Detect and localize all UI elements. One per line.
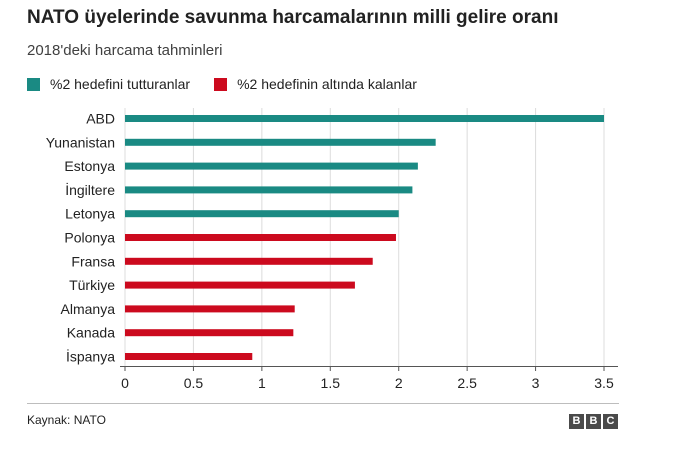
legend-label-target-met: %2 hedefini tutturanlar <box>50 76 191 92</box>
footer-divider <box>27 403 619 404</box>
category-label: Türkiye <box>69 277 115 293</box>
x-tick-label: 0 <box>121 375 129 391</box>
legend-label-below-target: %2 hedefinin altında kalanlar <box>237 76 417 92</box>
category-label: Estonya <box>64 158 115 174</box>
bbc-logo-letter: B <box>586 414 601 429</box>
bar <box>125 281 355 289</box>
category-label: ABD <box>86 111 115 127</box>
chart-title: NATO üyelerinde savunma harcamalarının m… <box>27 7 559 28</box>
bar <box>125 162 418 170</box>
category-label: Yunanistan <box>46 134 115 150</box>
bbc-logo: B B C <box>567 414 618 429</box>
bar <box>125 329 294 337</box>
x-tick-label: 3 <box>532 375 540 391</box>
legend-item-target-met: %2 hedefini tutturanlar <box>27 76 190 92</box>
x-tick-label: 0.5 <box>184 375 204 391</box>
x-tick-label: 1.5 <box>321 375 341 391</box>
bar <box>125 234 396 241</box>
legend-swatch-teal <box>27 77 40 91</box>
bar <box>125 186 413 194</box>
x-tick-label: 3.5 <box>594 375 614 391</box>
bbc-logo-letter: C <box>603 414 618 429</box>
bar <box>125 210 399 218</box>
category-label: Almanya <box>61 301 116 317</box>
category-label: İspanya <box>66 348 115 365</box>
x-tick-label: 2 <box>395 375 403 391</box>
chart-subtitle: 2018'deki harcama tahminleri <box>27 42 223 59</box>
legend-item-below-target: %2 hedefinin altında kalanlar <box>214 76 417 92</box>
category-label: Kanada <box>67 325 115 341</box>
category-label: İngiltere <box>65 181 115 198</box>
bbc-logo-letter: B <box>569 414 584 429</box>
bar <box>125 138 436 146</box>
category-label: Letonya <box>65 206 115 222</box>
bar <box>125 305 295 313</box>
x-tick-label: 1 <box>258 375 266 391</box>
x-tick-label: 2.5 <box>457 375 477 391</box>
bar <box>125 115 604 122</box>
category-label: Fransa <box>71 253 115 269</box>
bar <box>125 257 373 265</box>
category-label: Polonya <box>64 230 115 246</box>
bar <box>125 353 253 360</box>
source-note: Kaynak: NATO <box>27 413 106 427</box>
legend: %2 hedefini tutturanlar %2 hedefinin alt… <box>27 76 441 92</box>
legend-swatch-red <box>214 77 228 91</box>
